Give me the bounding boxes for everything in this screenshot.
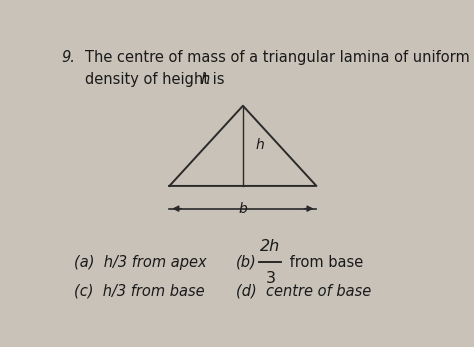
Text: (b): (b) — [236, 255, 256, 270]
Text: 2h: 2h — [260, 238, 281, 254]
Text: (c)  h/3 from base: (c) h/3 from base — [74, 284, 205, 299]
Text: h: h — [256, 137, 264, 152]
Text: is: is — [208, 73, 225, 87]
Text: (a)  h/3 from apex: (a) h/3 from apex — [74, 255, 207, 270]
Text: density of height: density of height — [85, 73, 214, 87]
Text: The centre of mass of a triangular lamina of uniform: The centre of mass of a triangular lamin… — [85, 50, 470, 65]
Text: from base: from base — [285, 255, 364, 270]
Text: 9.: 9. — [61, 50, 75, 65]
Text: (d)  centre of base: (d) centre of base — [236, 284, 371, 299]
Text: h: h — [201, 73, 210, 87]
Text: 3: 3 — [265, 271, 275, 286]
Text: b: b — [238, 202, 247, 215]
